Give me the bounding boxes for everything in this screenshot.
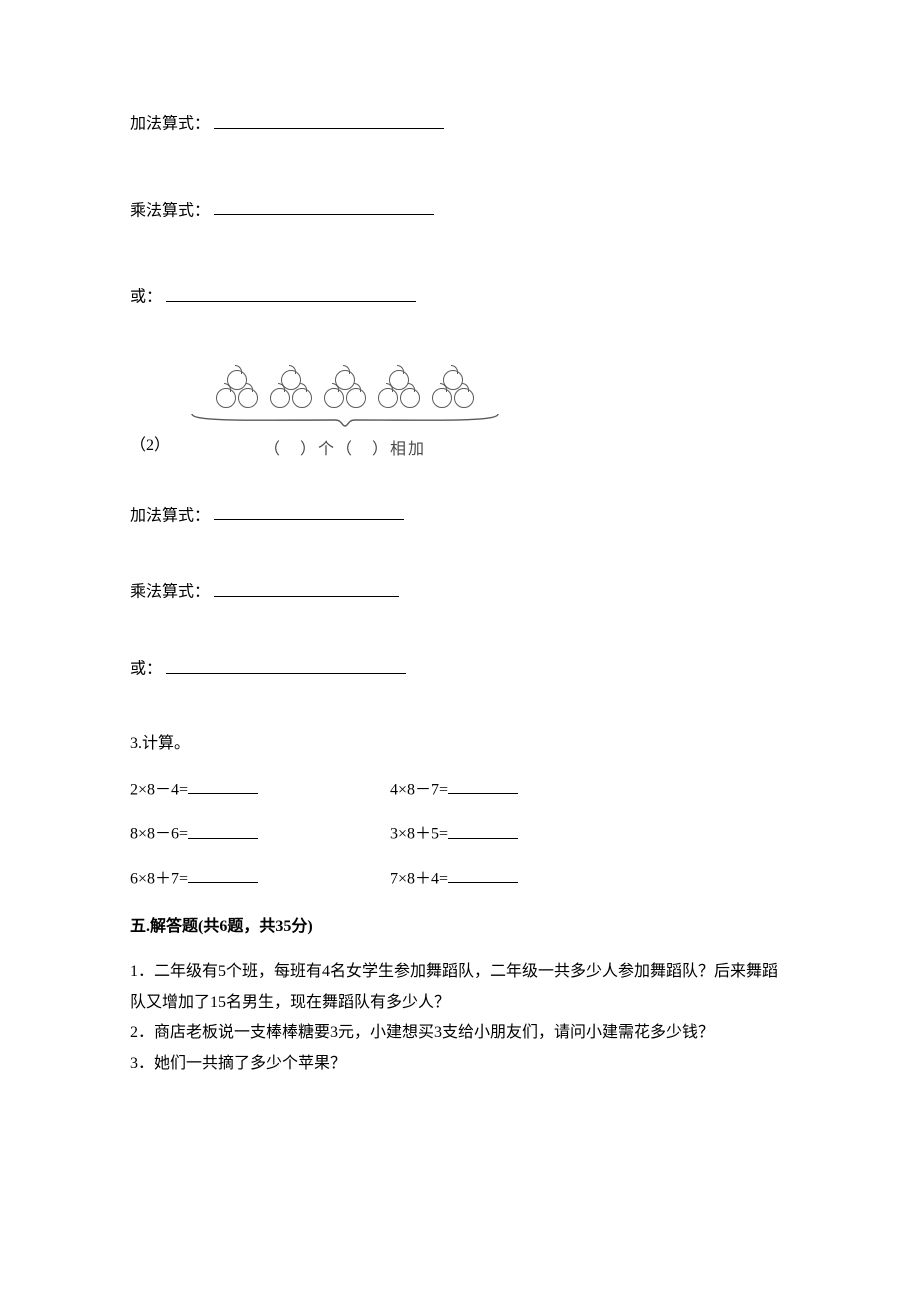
cherry-icon bbox=[216, 388, 236, 408]
cherry-group bbox=[378, 370, 420, 408]
cherry-group bbox=[270, 370, 312, 408]
cherry-groups bbox=[190, 370, 500, 408]
word-problem-2: 2．商店老板说一支棒棒糖要3元，小建想买3支给小朋友们，请问小建需花多少钱？ bbox=[130, 1018, 790, 1048]
calc-blank[interactable] bbox=[188, 820, 258, 839]
calc-row: 8×8－6= 3×8＋5= bbox=[130, 820, 790, 847]
multiplication-expr-line-2: 乘法算式： bbox=[130, 578, 790, 605]
caption-open: （ bbox=[264, 441, 282, 458]
caption-close: ）相加 bbox=[372, 441, 426, 458]
calc-blank[interactable] bbox=[448, 820, 518, 839]
addition-expr-line-1: 加法算式： bbox=[130, 110, 790, 137]
multiplication-expr-line-1: 乘法算式： bbox=[130, 197, 790, 224]
calc-blank[interactable] bbox=[448, 865, 518, 884]
brace-icon bbox=[190, 412, 500, 428]
or-line-1: 或： bbox=[130, 283, 790, 310]
calc-block: 2×8－4= 4×8－7= 8×8－6= 3×8＋5= 6×8＋7= 7×8＋4= bbox=[130, 776, 790, 892]
q2-marker: （2） bbox=[130, 434, 170, 462]
calc-row: 2×8－4= 4×8－7= bbox=[130, 776, 790, 803]
label-mul-expr-1: 乘法算式： bbox=[130, 202, 210, 219]
cherry-icon bbox=[432, 388, 452, 408]
word-problem-3: 3．她们一共摘了多少个苹果？ bbox=[130, 1049, 790, 1079]
cherry-group bbox=[432, 370, 474, 408]
calc-cell: 4×8－7= bbox=[390, 776, 650, 803]
blank-or-1[interactable] bbox=[166, 283, 416, 302]
or-line-2: 或： bbox=[130, 655, 790, 682]
cherry-icon bbox=[324, 388, 344, 408]
calc-cell: 2×8－4= bbox=[130, 776, 390, 803]
diagram-caption: （ ）个（ ）相加 bbox=[190, 438, 500, 462]
sec3-title: 3.计算。 bbox=[130, 732, 790, 756]
q2-row: （2） （ ）个（ ）相加 bbox=[130, 370, 790, 462]
label-or-2: 或： bbox=[130, 661, 162, 678]
word-problem-1: 1．二年级有5个班，每班有4名女学生参加舞蹈队，二年级一共多少人参加舞蹈队？后来… bbox=[130, 957, 790, 1018]
calc-cell: 3×8＋5= bbox=[390, 820, 650, 847]
calc-cell: 7×8＋4= bbox=[390, 865, 650, 892]
worksheet-page: 加法算式： 乘法算式： 或： （2） （ ）个（ ）相加 加法算式： 乘法算式： bbox=[0, 0, 920, 1139]
sec5-header: 五.解答题(共6题，共35分) bbox=[130, 915, 790, 939]
calc-cell: 8×8－6= bbox=[130, 820, 390, 847]
calc-expr: 3×8＋5= bbox=[390, 826, 448, 843]
cherry-icon bbox=[292, 388, 312, 408]
calc-expr: 2×8－4= bbox=[130, 781, 188, 798]
calc-expr: 7×8＋4= bbox=[390, 870, 448, 887]
blank-mul-2[interactable] bbox=[214, 578, 399, 597]
blank-mul-1[interactable] bbox=[214, 197, 434, 216]
calc-expr: 4×8－7= bbox=[390, 781, 448, 798]
cherry-icon bbox=[238, 388, 258, 408]
label-or-1: 或： bbox=[130, 289, 162, 306]
calc-expr: 8×8－6= bbox=[130, 826, 188, 843]
label-add-expr-1: 加法算式： bbox=[130, 116, 210, 133]
calc-blank[interactable] bbox=[448, 776, 518, 795]
cherry-diagram: （ ）个（ ）相加 bbox=[190, 370, 500, 462]
blank-add-1[interactable] bbox=[214, 110, 444, 129]
blank-or-2[interactable] bbox=[166, 655, 406, 674]
calc-row: 6×8＋7= 7×8＋4= bbox=[130, 865, 790, 892]
calc-blank[interactable] bbox=[188, 865, 258, 884]
label-mul-expr-2: 乘法算式： bbox=[130, 584, 210, 601]
blank-add-2[interactable] bbox=[214, 502, 404, 521]
cherry-icon bbox=[454, 388, 474, 408]
cherry-group bbox=[324, 370, 366, 408]
cherry-icon bbox=[400, 388, 420, 408]
cherry-icon bbox=[378, 388, 398, 408]
cherry-group bbox=[216, 370, 258, 408]
caption-mid: ）个（ bbox=[300, 441, 354, 458]
cherry-icon bbox=[270, 388, 290, 408]
cherry-icon bbox=[346, 388, 366, 408]
calc-expr: 6×8＋7= bbox=[130, 870, 188, 887]
label-add-expr-2: 加法算式： bbox=[130, 507, 210, 524]
calc-blank[interactable] bbox=[188, 776, 258, 795]
calc-cell: 6×8＋7= bbox=[130, 865, 390, 892]
addition-expr-line-2: 加法算式： bbox=[130, 502, 790, 529]
